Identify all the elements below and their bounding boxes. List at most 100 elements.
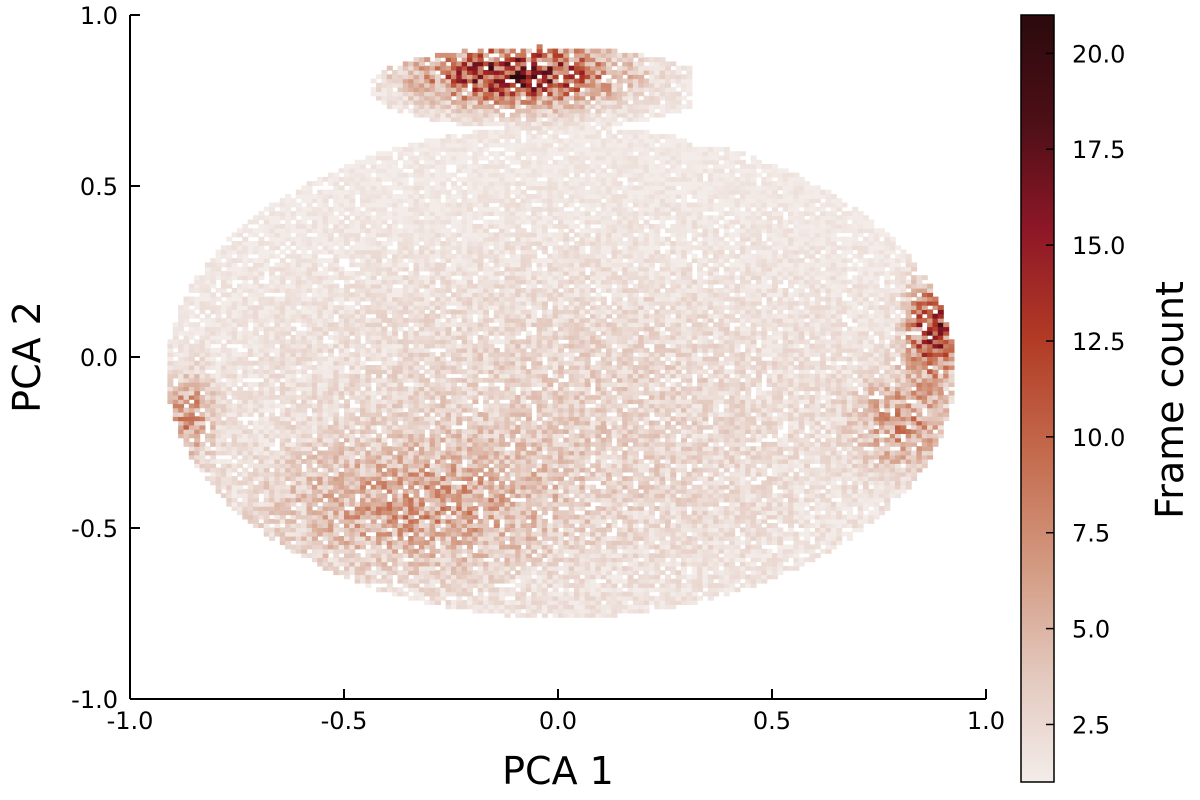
heatmap-cell (183, 343, 190, 349)
heatmap-cell (483, 578, 490, 584)
heatmap-cell (456, 313, 463, 319)
heatmap-cell (258, 463, 265, 469)
heatmap-cell (440, 591, 447, 597)
heatmap-cell (413, 382, 420, 387)
heatmap-cell (461, 394, 468, 400)
heatmap-cell (413, 65, 420, 71)
heatmap-cell (418, 459, 425, 464)
heatmap-cell (247, 394, 254, 400)
heatmap-cell (301, 253, 308, 259)
heatmap-cell (317, 241, 324, 246)
heatmap-cell (483, 407, 490, 413)
heatmap-cell (445, 142, 452, 148)
heatmap-cell (301, 476, 308, 481)
heatmap-cell (285, 467, 292, 473)
heatmap-cell (472, 305, 479, 310)
heatmap-cell (306, 454, 313, 460)
heatmap-cell (204, 416, 211, 422)
heatmap-cell (365, 206, 372, 212)
heatmap-cell (434, 394, 441, 400)
heatmap-cell (418, 176, 425, 182)
heatmap-cell (301, 501, 308, 507)
heatmap-cell (263, 407, 270, 413)
heatmap-cell (290, 497, 297, 503)
heatmap-cell (370, 352, 377, 357)
heatmap-cell (467, 275, 473, 281)
heatmap-cell (397, 99, 404, 105)
heatmap-cell (413, 305, 420, 310)
heatmap-cell (285, 194, 292, 199)
heatmap-cell (483, 168, 490, 174)
heatmap-cell (247, 497, 254, 503)
heatmap-cell (327, 501, 334, 507)
heatmap-cell (434, 600, 441, 605)
heatmap-cell (349, 557, 356, 563)
heatmap-cell (381, 518, 388, 524)
heatmap-cell (338, 373, 345, 379)
heatmap-cell (344, 471, 350, 477)
heatmap-cell (263, 313, 270, 319)
heatmap-cell (488, 386, 495, 392)
heatmap-cell (418, 399, 425, 405)
heatmap-cell (188, 429, 195, 434)
heatmap-cell (402, 330, 409, 336)
heatmap-cell (434, 189, 441, 195)
heatmap-cell (429, 104, 436, 110)
heatmap-cell (322, 412, 329, 417)
heatmap-cell (445, 377, 452, 383)
heatmap-cell (381, 241, 388, 246)
heatmap-cell (258, 399, 265, 405)
heatmap-cell (365, 420, 372, 426)
heatmap-cell (413, 480, 420, 486)
heatmap-cell (445, 117, 452, 122)
heatmap-cell (483, 228, 490, 234)
heatmap-cell (397, 476, 404, 481)
heatmap-cell (247, 288, 254, 293)
heatmap-cell (493, 459, 500, 464)
heatmap-cell (451, 518, 457, 524)
heatmap-cell (247, 228, 254, 234)
heatmap-cell (440, 570, 447, 576)
heatmap-cell (429, 506, 436, 511)
heatmap-cell (344, 317, 350, 323)
heatmap-cell (295, 194, 302, 199)
heatmap-cell (344, 223, 350, 229)
heatmap-cell (488, 484, 495, 490)
heatmap-cell (188, 407, 195, 413)
heatmap-cell (220, 476, 227, 481)
heatmap-cell (338, 309, 345, 315)
heatmap-cell (477, 52, 484, 58)
heatmap-cell (467, 446, 473, 452)
heatmap-cell (311, 369, 318, 375)
heatmap-cell (365, 394, 372, 400)
heatmap-cell (327, 296, 334, 302)
heatmap-cell (178, 377, 185, 383)
heatmap-cell (418, 61, 425, 67)
heatmap-cell (263, 330, 270, 336)
heatmap-cell (370, 377, 377, 383)
heatmap-cell (258, 283, 265, 289)
heatmap-cell (429, 146, 436, 152)
heatmap-cell (424, 275, 431, 281)
heatmap-cell (360, 305, 366, 310)
heatmap-cell (370, 335, 377, 340)
heatmap-cell (285, 531, 292, 537)
heatmap-cell (392, 407, 399, 413)
heatmap-cell (247, 501, 254, 507)
heatmap-cell (253, 437, 259, 443)
heatmap-cell (317, 228, 324, 234)
heatmap-cell (418, 471, 425, 477)
heatmap-cell (434, 253, 441, 259)
heatmap-cell (301, 450, 308, 456)
heatmap-cell (386, 211, 393, 216)
heatmap-cell (445, 386, 452, 392)
heatmap-cell (360, 501, 366, 507)
heatmap-cell (445, 343, 452, 349)
heatmap-cell (440, 189, 447, 195)
heatmap-cell (429, 219, 436, 225)
heatmap-cell (295, 296, 302, 302)
heatmap-cell (231, 441, 238, 447)
heatmap-cell (349, 497, 356, 503)
heatmap-cell (204, 386, 211, 392)
heatmap-cell (344, 510, 350, 516)
